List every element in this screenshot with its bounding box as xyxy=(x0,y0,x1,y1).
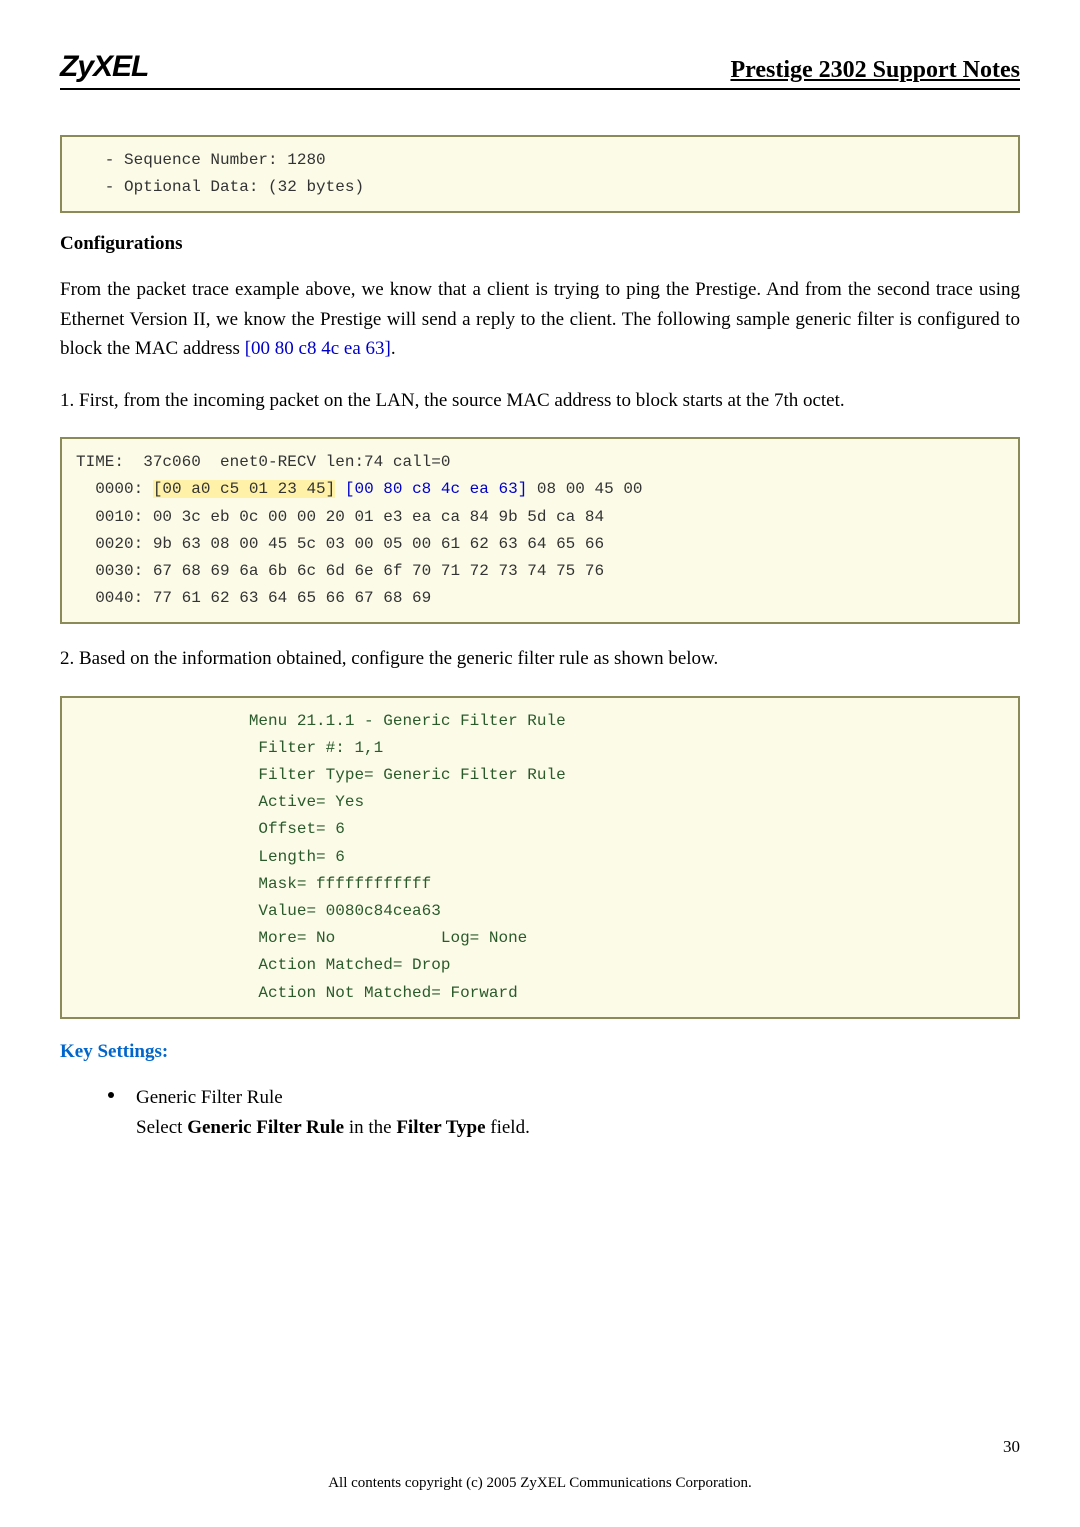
footer-copyright: All contents copyright (c) 2005 ZyXEL Co… xyxy=(0,1475,1080,1492)
text-run: . xyxy=(391,338,396,359)
code-line: 0000: [00 a0 c5 01 23 45] [00 80 c8 4c e… xyxy=(76,480,643,498)
bullet-line: Select Generic Filter Rule in the Filter… xyxy=(136,1113,530,1143)
code-line: 0020: 9b 63 08 00 45 5c 03 00 05 00 61 6… xyxy=(76,535,604,553)
bullet-content: Generic Filter Rule Select Generic Filte… xyxy=(136,1083,530,1144)
code-box-menu: Menu 21.1.1 - Generic Filter Rule Filter… xyxy=(60,696,1020,1019)
bullet-title: Generic Filter Rule xyxy=(136,1083,530,1113)
list-item: Generic Filter Rule Select Generic Filte… xyxy=(108,1083,1020,1144)
highlight-src-mac: [00 80 c8 4c ea 63] xyxy=(345,480,527,498)
paragraph: 1. First, from the incoming packet on th… xyxy=(60,386,1020,415)
code-line: Mask= ffffffffffff xyxy=(76,875,431,893)
code-line: TIME: 37c060 enet0-RECV len:74 call=0 xyxy=(76,453,450,471)
code-line: - Optional Data: (32 bytes) xyxy=(76,178,364,196)
section-heading-configurations: Configurations xyxy=(60,233,1020,255)
mac-address-highlight: [00 80 c8 4c ea 63] xyxy=(245,338,391,359)
paragraph: From the packet trace example above, we … xyxy=(60,275,1020,363)
code-line: 0030: 67 68 69 6a 6b 6c 6d 6e 6f 70 71 7… xyxy=(76,562,604,580)
code-segment xyxy=(335,480,345,498)
code-line: Value= 0080c84cea63 xyxy=(76,902,441,920)
code-line: Active= Yes xyxy=(76,793,364,811)
bullet-list: Generic Filter Rule Select Generic Filte… xyxy=(108,1083,1020,1144)
code-line: Action Matched= Drop xyxy=(76,956,450,974)
code-line: 0040: 77 61 62 63 64 65 66 67 68 69 xyxy=(76,589,431,607)
text-run: field. xyxy=(486,1117,530,1138)
code-line: Filter Type= Generic Filter Rule xyxy=(76,766,566,784)
highlight-dest-mac: [00 a0 c5 01 23 45] xyxy=(153,480,335,498)
paragraph: 2. Based on the information obtained, co… xyxy=(60,644,1020,673)
key-settings-heading: Key Settings: xyxy=(60,1041,1020,1063)
bold-run: Generic Filter Rule xyxy=(187,1117,344,1138)
logo: ZyXEL xyxy=(60,50,148,84)
text-run: Select xyxy=(136,1117,187,1138)
code-box-trace: TIME: 37c060 enet0-RECV len:74 call=0 00… xyxy=(60,437,1020,624)
code-segment: 08 00 45 00 xyxy=(527,480,642,498)
code-segment: 0000: xyxy=(76,480,153,498)
code-line: Menu 21.1.1 - Generic Filter Rule xyxy=(76,712,566,730)
page-header: ZyXEL Prestige 2302 Support Notes xyxy=(60,50,1020,90)
code-line: 0010: 00 3c eb 0c 00 00 20 01 e3 ea ca 8… xyxy=(76,508,604,526)
code-line: More= No Log= None xyxy=(76,929,527,947)
code-line: - Sequence Number: 1280 xyxy=(76,151,326,169)
header-title: Prestige 2302 Support Notes xyxy=(730,57,1020,84)
bold-run: Filter Type xyxy=(396,1117,485,1138)
code-line: Offset= 6 xyxy=(76,820,345,838)
code-box-sequence: - Sequence Number: 1280 - Optional Data:… xyxy=(60,135,1020,213)
code-line: Length= 6 xyxy=(76,848,345,866)
code-line: Action Not Matched= Forward xyxy=(76,984,518,1002)
text-run: From the packet trace example above, we … xyxy=(60,279,1020,359)
bullet-icon xyxy=(108,1092,114,1098)
text-run: in the xyxy=(344,1117,396,1138)
code-line: Filter #: 1,1 xyxy=(76,739,383,757)
page-number: 30 xyxy=(1003,1437,1020,1457)
